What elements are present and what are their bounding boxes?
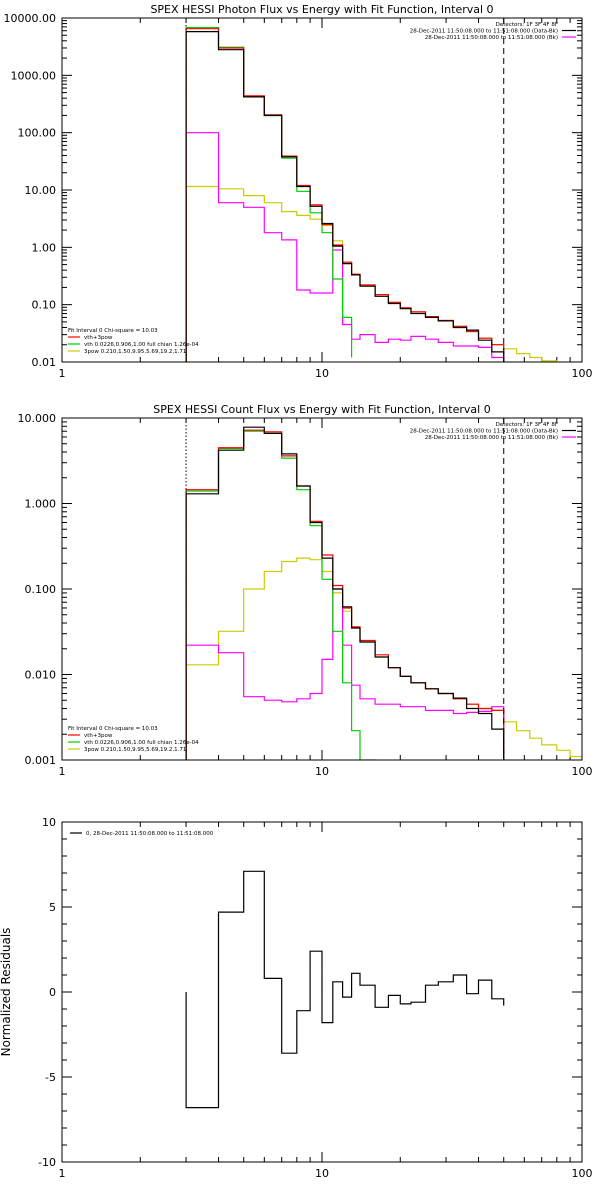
- legend-entry: 3pow 0.210,1.50,9.95,5.69,19.2,1.71: [84, 349, 186, 355]
- count-flux-chart: SPEX HESSI Count Flux vs Energy with Fit…: [18, 403, 593, 778]
- x-tick-label: 1: [59, 765, 66, 778]
- legend-entry: 28-Dec-2011 11:50:08.000 to 11:51:08.000…: [410, 29, 558, 35]
- series-vth-line: [185, 430, 376, 760]
- y-tick-label: 0.010: [25, 669, 57, 682]
- y-tick-label: 10.00: [25, 184, 57, 197]
- x-tick-label: 10: [315, 367, 329, 380]
- legend-entry: 0, 28-Dec-2011 11:50:08.000 to 11:51:08.…: [86, 831, 214, 837]
- chart-title: SPEX HESSI Photon Flux vs Energy with Fi…: [150, 3, 493, 16]
- x-tick-label: 10: [315, 765, 329, 778]
- y-tick-label: 10.000: [18, 412, 57, 425]
- series-bk-line: [185, 588, 505, 760]
- legend-entry: Fit Interval 0 Chi-square = 10.03: [68, 328, 158, 334]
- x-tick-label: 100: [572, 1167, 593, 1180]
- y-tick-label: 0.10: [32, 299, 57, 312]
- y-tick-label: 0: [49, 986, 56, 999]
- legend-entry: 28-Dec-2011 11:50:08.000 to 11:51:08.000…: [410, 429, 558, 435]
- y-tick-label: 1000.00: [11, 69, 57, 82]
- y-tick-label: -5: [45, 1071, 56, 1084]
- y-tick-label: 100.00: [18, 127, 57, 140]
- legend-entry: Detectors: 1F 3F 4F 8F: [496, 22, 558, 28]
- chart-title: SPEX HESSI Count Flux vs Energy with Fit…: [153, 403, 490, 416]
- y-tick-label: 0.001: [25, 754, 57, 767]
- y-tick-label: 10000.00: [4, 12, 57, 25]
- plot-frame: [61, 417, 583, 761]
- plot-frame: [61, 821, 583, 1163]
- y-tick-label: 1.000: [25, 498, 57, 511]
- x-tick-label: 1: [59, 367, 66, 380]
- legend-entry: Fit Interval 0 Chi-square = 10.03: [68, 726, 158, 732]
- series-total-line: [185, 28, 505, 362]
- residuals-chart: Normalized Residuals 1 10 100 -10 -5 0 5 10 0, 28…: [0, 816, 593, 1180]
- y-tick-label: 5: [49, 901, 56, 914]
- photon-flux-chart: SPEX HESSI Photon Flux vs Energy with Fi…: [4, 3, 593, 380]
- y-tick-label: -10: [38, 1156, 56, 1169]
- y-tick-label: 0.100: [25, 583, 57, 596]
- series-data-line: [185, 31, 505, 362]
- legend-entry: 28-Dec-2011 11:50:08.000 to 11:51:08.000…: [425, 435, 558, 441]
- x-tick-label: 10: [315, 1167, 329, 1180]
- series-data-line: [185, 426, 505, 760]
- y-tick-label: 1.00: [32, 241, 57, 254]
- x-tick-label: 100: [572, 367, 593, 380]
- x-tick-label: 100: [572, 765, 593, 778]
- legend-entry: 28-Dec-2011 11:50:08.000 to 11:51:08.000…: [425, 35, 558, 41]
- series-pow-line: [185, 185, 558, 362]
- legend-entry: vth 0.0226,0.906,1.00 full chian 1.26e-0…: [84, 740, 199, 746]
- x-tick-label: 1: [59, 1167, 66, 1180]
- series-pow-line: [185, 557, 582, 760]
- series-data-line: [185, 870, 505, 1109]
- legend-entry: Detectors: 1F 3F 4F 8F: [496, 422, 558, 428]
- y-tick-label: 10: [42, 816, 56, 829]
- series-total-line: [185, 429, 505, 760]
- legend-entry: vth 0.0226,0.906,1.00 full chian 1.26e-0…: [84, 342, 199, 348]
- plot-frame: [61, 17, 583, 363]
- series-bk-line: [185, 132, 505, 362]
- series-vth-line: [185, 27, 353, 362]
- y-axis-label: Normalized Residuals: [0, 928, 13, 1057]
- y-tick-label: 0.01: [32, 356, 57, 369]
- legend-entry: 3pow 0.210,1.50,9.95,5.69,19.2,1.71: [84, 747, 186, 753]
- legend-entry: vth+3pow: [84, 335, 113, 341]
- legend-entry: vth+3pow: [84, 733, 113, 739]
